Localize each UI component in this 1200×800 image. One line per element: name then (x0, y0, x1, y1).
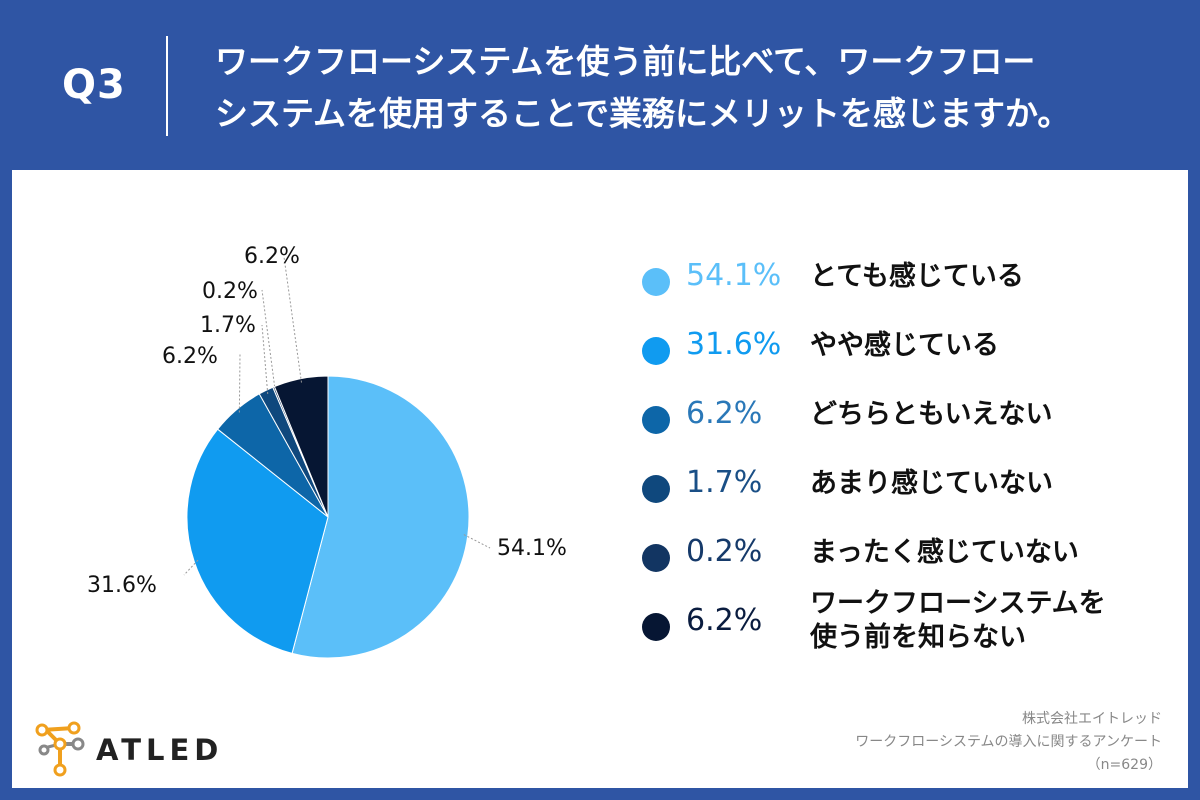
legend-label-line: ワークフローシステムを (810, 588, 1106, 619)
source-note: 株式会社エイトレッド ワークフローシステムの導入に関するアンケート （n=629… (742, 708, 1162, 777)
legend-dot-1 (642, 268, 670, 296)
legend-label-6: ワークフローシステムを 使う前を知らない (810, 587, 1106, 655)
leader-line-2 (183, 559, 199, 576)
legend-percent-4: 1.7% (686, 465, 763, 500)
legend-dot-3 (642, 406, 670, 434)
legend-percent-5: 0.2% (686, 534, 763, 569)
pie-data-label-4: 1.7% (200, 313, 256, 338)
legend-percent-6: 6.2% (686, 603, 763, 638)
pie-chart: 54.1% 31.6% 6.2% 1.7% 0.2% 6.2% (87, 244, 567, 659)
header-divider (166, 36, 168, 136)
legend-dot-5 (642, 544, 670, 572)
legend-dot-4 (642, 475, 670, 503)
legend-label-2: やや感じている (810, 330, 999, 361)
legend-item-3: 6.2% どちらともいえない (642, 392, 1182, 452)
leader-line-4 (261, 324, 269, 395)
pie-slice-1 (291, 375, 470, 659)
pie-data-label-3: 6.2% (162, 344, 218, 369)
source-sample-size: （n=629） (1086, 757, 1162, 773)
legend-label-3: どちらともいえない (810, 399, 1053, 430)
legend-item-5: 0.2% まったく感じていない (642, 530, 1182, 590)
pie-data-label-2: 31.6% (87, 573, 157, 598)
legend-percent-2: 31.6% (686, 327, 782, 362)
chart-panel: 54.1% 31.6% 6.2% 1.7% 0.2% 6.2% 54.1% とても感じている… (12, 170, 1188, 788)
question-text: ワークフローシステムを使う前に比べて、ワークフロー システムを使用することで業務… (215, 36, 1165, 140)
pie-slice-6 (273, 375, 329, 518)
legend-label-line: 使う前を知らない (810, 622, 1026, 653)
leader-line-5 (261, 289, 276, 391)
leader-line-6 (283, 256, 302, 383)
pie-data-label-5: 0.2% (202, 279, 258, 304)
source-company: 株式会社エイトレッド (1022, 711, 1162, 727)
legend-item-4: 1.7% あまり感じていない (642, 461, 1182, 521)
legend-dot-2 (642, 337, 670, 365)
source-survey: ワークフローシステムの導入に関するアンケート (855, 734, 1162, 750)
pie-slice-2 (186, 428, 329, 654)
legend-item-1: 54.1% とても感じている (642, 254, 1182, 314)
legend-item-6: 6.2% ワークフローシステムを 使う前を知らない (642, 588, 1182, 659)
pie-data-label-1: 54.1% (497, 536, 567, 561)
question-line-2: システムを使用することで業務にメリットを感じますか。 (215, 94, 1071, 133)
legend-percent-1: 54.1% (686, 258, 782, 293)
pie-data-label-6: 6.2% (244, 244, 300, 269)
legend-label-1: とても感じている (810, 261, 1024, 292)
question-line-1: ワークフローシステムを使う前に比べて、ワークフロー (215, 42, 1036, 81)
legend-item-2: 31.6% やや感じている (642, 323, 1182, 383)
legend-percent-3: 6.2% (686, 396, 763, 431)
leader-line-1 (463, 534, 491, 549)
atled-logo-icon (35, 721, 85, 777)
leader-line-3 (238, 353, 241, 413)
header: Q3 ワークフローシステムを使う前に比べて、ワークフロー システムを使用すること… (0, 0, 1200, 170)
legend-label-5: まったく感じていない (810, 537, 1079, 568)
legend-dot-6 (642, 613, 670, 641)
question-number: Q3 (62, 62, 126, 108)
legend-label-4: あまり感じていない (810, 468, 1053, 499)
logo-text: ATLED (96, 733, 224, 767)
